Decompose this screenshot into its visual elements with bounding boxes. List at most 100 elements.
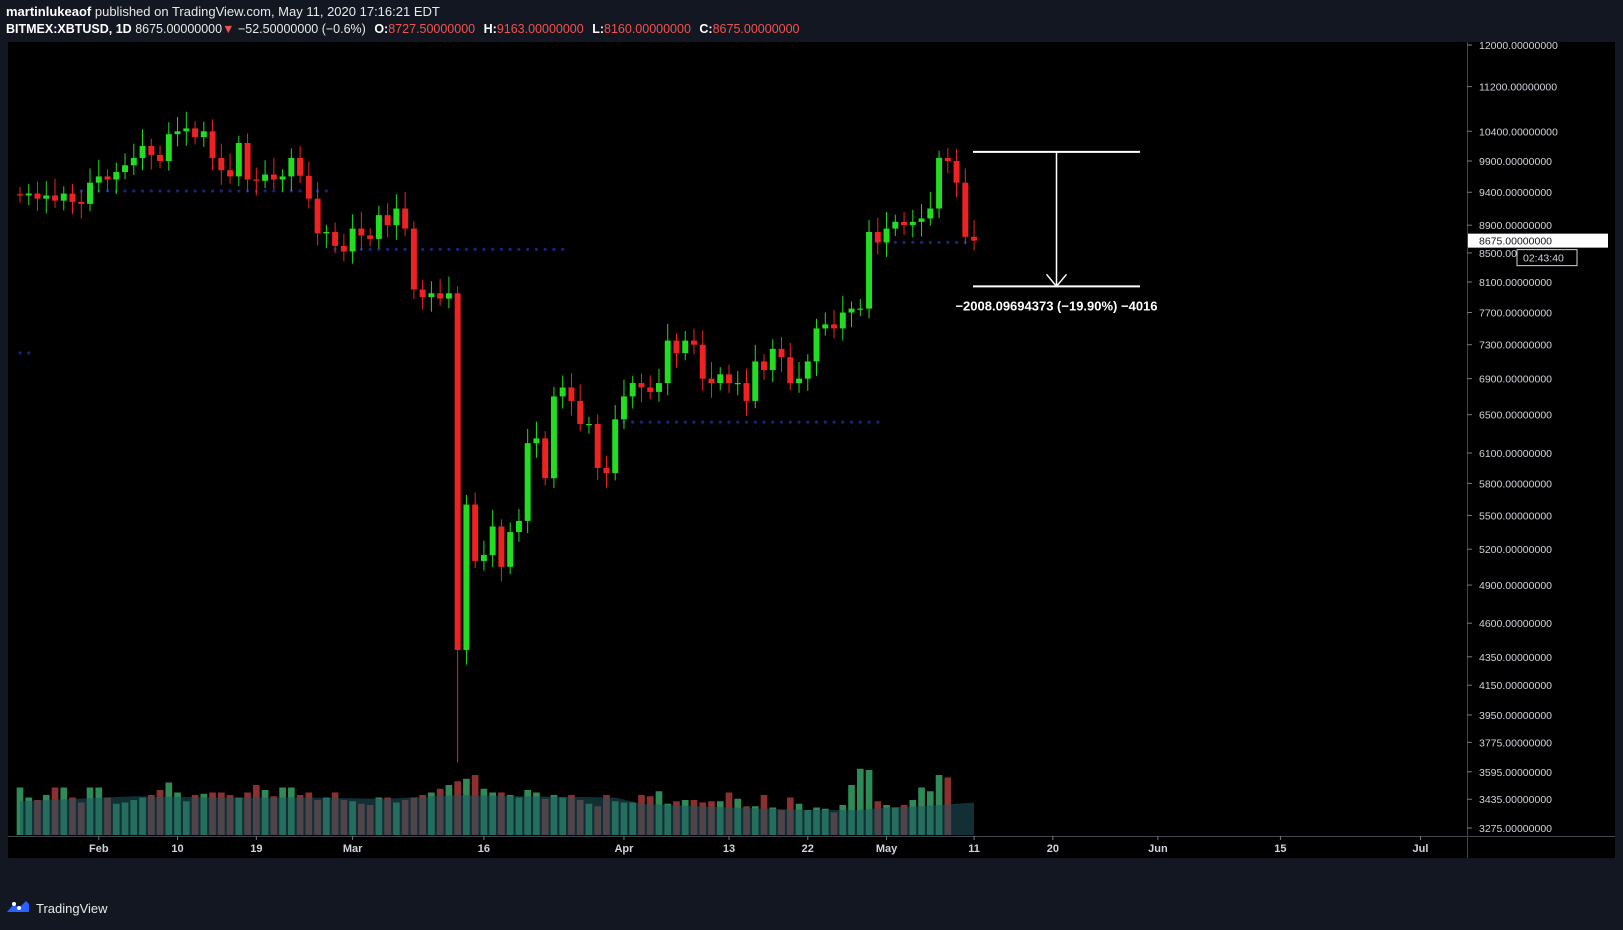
support-level-dot (175, 189, 180, 193)
support-level-dot (167, 189, 171, 193)
price-axis-area (1467, 42, 1615, 836)
support-level-dot (429, 247, 433, 251)
support-level-dot (534, 247, 539, 251)
support-level-dot (657, 420, 661, 424)
symbol-name[interactable]: BITMEX:XBTUSD, 1D (6, 22, 132, 36)
candle-body (585, 424, 592, 426)
candle-body (332, 232, 339, 246)
candle-body (235, 142, 242, 177)
brand-name[interactable]: TradingView (36, 901, 108, 916)
support-level-dot (709, 420, 714, 424)
price-tick-label: 5500.00000000 (1479, 510, 1552, 522)
open-value: 8727.50000000 (388, 22, 476, 36)
support-level-dot (132, 189, 136, 193)
candle-body (717, 374, 724, 384)
support-level-dot (517, 247, 521, 251)
support-level-dot (893, 240, 897, 244)
time-tick-label: 13 (723, 843, 735, 855)
candle-body (927, 208, 934, 219)
candle-body (279, 176, 286, 180)
support-level-dot (727, 420, 731, 424)
candle-body (480, 555, 487, 561)
publish-text: published on TradingView.com, May 11, 20… (91, 4, 440, 19)
support-level-dot (482, 247, 486, 251)
support-level-dot (744, 420, 749, 424)
high-label: H: (483, 22, 497, 36)
candle-body (437, 293, 444, 299)
candle-body (122, 165, 129, 173)
candle-body (568, 387, 575, 401)
down-arrow-icon: ▼ (222, 22, 235, 36)
candle-body (445, 293, 452, 299)
candle-body (909, 221, 916, 226)
price-tick-label: 8100.00000000 (1479, 277, 1552, 289)
tradingview-logo-icon[interactable] (6, 900, 30, 917)
price-tick-label: 4150.00000000 (1479, 680, 1552, 692)
time-tick-label: Jun (1148, 843, 1168, 855)
author-name[interactable]: martinlukeaof (6, 4, 92, 19)
time-tick-label: May (876, 843, 898, 855)
candle-body (743, 383, 750, 401)
candle-body (936, 157, 943, 209)
support-level-dot (298, 189, 302, 193)
candle-body (874, 232, 881, 243)
candle-body (305, 175, 312, 199)
support-level-dot (666, 420, 670, 424)
candle-body (848, 308, 855, 313)
candle-body (367, 235, 374, 239)
candle-body (297, 157, 304, 176)
support-level-dot (832, 420, 836, 424)
candle-body (839, 312, 846, 329)
candle-body (629, 383, 636, 397)
candle-body (52, 195, 58, 201)
candle-body (489, 526, 496, 556)
measure-label: −2008.09694373 (−19.90%) −4016 (955, 298, 1157, 313)
candle-body (323, 232, 330, 234)
candle-body (253, 179, 260, 181)
candle-body (962, 182, 969, 237)
support-level-dot (140, 189, 145, 193)
candle-body (515, 520, 522, 533)
candle-body (831, 324, 838, 329)
time-tick-label: 10 (171, 843, 183, 855)
candle-body (804, 361, 811, 379)
candle-body (87, 182, 94, 204)
candle-body (577, 400, 584, 425)
support-level-dot (823, 420, 827, 424)
candle-body (918, 218, 925, 222)
candle-body (734, 383, 741, 385)
candle-body (454, 293, 461, 650)
price-tick-label: 4900.00000000 (1479, 580, 1552, 592)
candle-body (314, 198, 321, 234)
candle-body (971, 236, 978, 241)
time-tick-label: Feb (89, 843, 109, 855)
candle-body (752, 361, 759, 401)
support-level-dot (386, 247, 390, 251)
candle-body (507, 532, 514, 567)
candle-body (778, 348, 785, 358)
plot-area (8, 42, 1467, 836)
candle-body (78, 201, 85, 204)
candle-body (340, 245, 347, 252)
candle-body (769, 348, 776, 370)
support-level-dot (648, 420, 652, 424)
support-level-dot (946, 240, 950, 244)
candle-body (542, 438, 549, 479)
candle-body (691, 340, 697, 345)
support-level-dot (421, 247, 425, 251)
price-tick-label: 6500.00000000 (1479, 410, 1552, 422)
support-level-dot (788, 420, 792, 424)
volume-bar (865, 770, 873, 835)
candle-body (262, 174, 269, 181)
support-level-dot (403, 247, 407, 251)
candle-body (209, 131, 216, 158)
support-level-dot (639, 420, 644, 424)
candle-body (901, 221, 908, 226)
support-level-dot (631, 420, 635, 424)
open-label: O: (374, 22, 389, 36)
candle-body (410, 228, 417, 290)
support-level-dot (762, 420, 766, 424)
candle-body (708, 378, 715, 384)
candle-body (699, 344, 706, 379)
